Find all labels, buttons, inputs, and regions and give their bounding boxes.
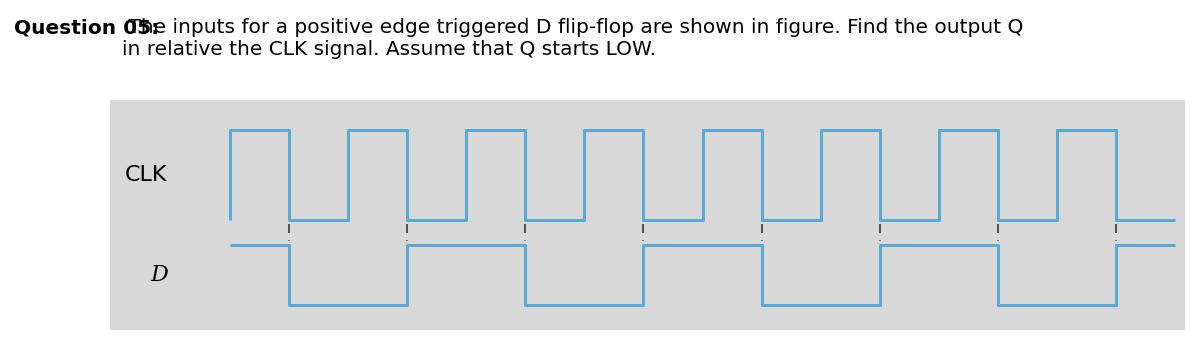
FancyBboxPatch shape: [110, 100, 1186, 330]
Text: The inputs for a positive edge triggered D flip-flop are shown in figure. Find t: The inputs for a positive edge triggered…: [122, 18, 1024, 59]
Text: CLK: CLK: [125, 165, 168, 185]
Text: D: D: [150, 264, 168, 286]
Text: Question 05:: Question 05:: [14, 18, 160, 37]
